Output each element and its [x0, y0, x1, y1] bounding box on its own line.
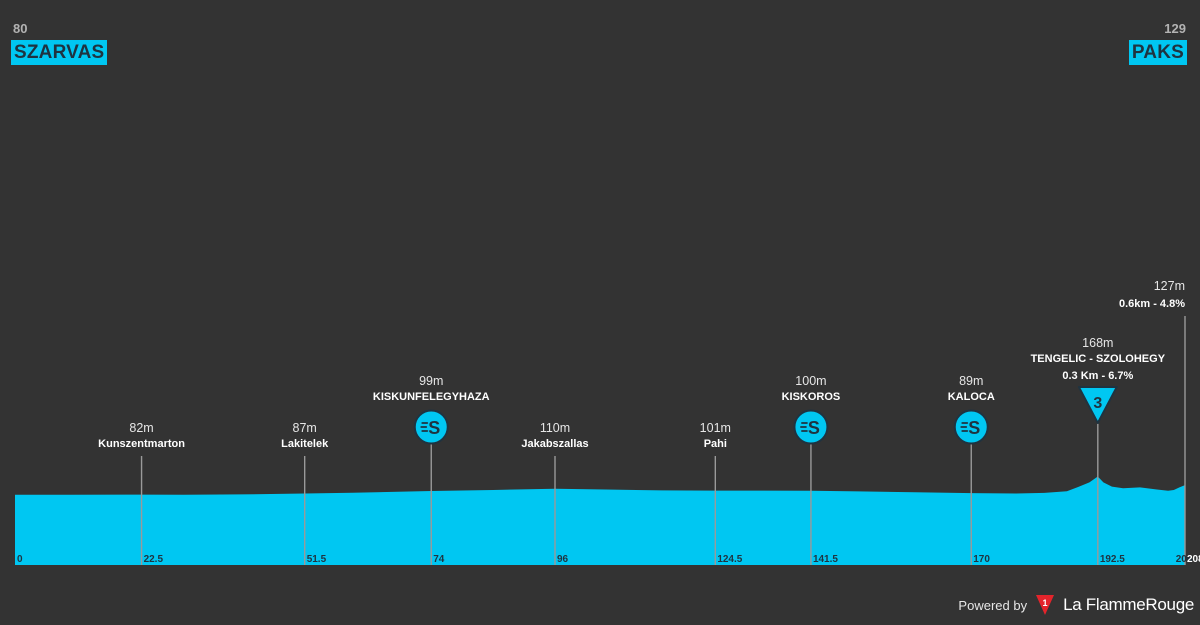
town-name: Jakabszallas: [521, 438, 588, 450]
x-tick-label: 96: [557, 554, 569, 565]
point-altitude: 127m: [1154, 279, 1185, 293]
start-altitude: 80: [13, 21, 28, 36]
flamme-rouge-logo-icon: 1: [1036, 595, 1055, 615]
sprint-icon: S: [413, 409, 449, 445]
x-tick-label: 192.5: [1100, 554, 1125, 565]
x-tick-label: 124.5: [717, 554, 742, 565]
finish-altitude: 129: [1164, 21, 1186, 36]
brand-name: La FlammeRouge: [1063, 595, 1194, 614]
point-altitude: 168m: [1082, 336, 1113, 350]
x-tick-label: 22.5: [144, 554, 164, 565]
point-altitude: 101m: [700, 421, 731, 435]
elevation-profile-area: [15, 476, 1185, 565]
x-tick-label: 208: [1187, 554, 1200, 565]
point-altitude: 87m: [293, 421, 317, 435]
powered-by-label: Powered by: [958, 597, 1028, 613]
climb-category-icon: 3: [1077, 386, 1118, 424]
x-tick-label: 141.5: [813, 554, 838, 565]
finish-climb-stats: 0.6km - 4.8%: [1119, 298, 1185, 310]
svg-text:1: 1: [1043, 598, 1048, 608]
footer-attribution: Powered by 1 La FlammeRouge: [958, 594, 1194, 616]
finish-city-badge: PAKS: [1128, 40, 1187, 65]
sprint-icon: S: [793, 409, 829, 445]
svg-text:S: S: [808, 418, 820, 438]
town-name: Lakitelek: [281, 438, 329, 450]
point-altitude: 110m: [540, 421, 570, 435]
sprint-town-name: KISKUNFELEGYHAZA: [373, 391, 490, 403]
town-name: Kunszentmarton: [98, 438, 185, 450]
climb-name: TENGELIC - SZOLOHEGY: [1031, 353, 1166, 365]
point-altitude: 99m: [419, 374, 443, 388]
climb-stats: 0.3 Km - 6.7%: [1062, 370, 1133, 382]
sprint-icon: S: [953, 409, 989, 445]
x-tick-label: 206: [1176, 554, 1193, 565]
svg-text:3: 3: [1093, 395, 1102, 412]
x-tick-label: 170: [973, 554, 990, 565]
x-tick-label: 51.5: [307, 554, 327, 565]
sprint-town-name: KISKOROS: [782, 391, 841, 403]
point-altitude: 82m: [129, 421, 153, 435]
svg-text:S: S: [428, 418, 440, 438]
svg-text:S: S: [968, 418, 980, 438]
sprint-town-name: KALOCA: [948, 391, 995, 403]
start-city-badge: SZARVAS: [11, 40, 108, 65]
x-tick-label: 0: [17, 554, 23, 565]
town-name: Pahi: [704, 438, 727, 450]
point-altitude: 100m: [795, 374, 826, 388]
x-tick-label: 74: [433, 554, 445, 565]
point-altitude: 89m: [959, 374, 983, 388]
